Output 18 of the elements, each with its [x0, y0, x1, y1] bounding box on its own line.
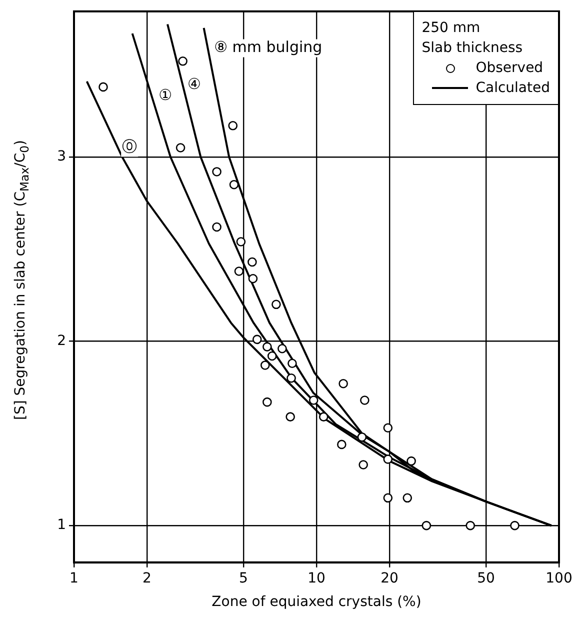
- legend-label: Calculated: [476, 79, 550, 98]
- legend-title: 250 mm Slab thickness: [422, 19, 524, 58]
- y-tick-label: 1: [57, 517, 66, 534]
- x-tick-label: 20: [380, 570, 398, 586]
- x-tick-label: 1: [70, 570, 78, 586]
- x-tick-label: 2: [142, 570, 152, 586]
- x-tick-label: 5: [239, 570, 248, 586]
- y-tick-label: 3: [57, 148, 66, 165]
- y-tick-label: 2: [57, 332, 66, 349]
- annotation: ⓪: [122, 138, 138, 156]
- x-tick-label: 50: [477, 570, 495, 586]
- x-axis-title: Zone of equiaxed crystals (%): [212, 594, 422, 610]
- legend-label: Observed: [476, 59, 544, 78]
- x-tick-label: 10: [308, 570, 326, 586]
- x-tick-label: 100: [546, 570, 572, 586]
- annotation: ⑧ mm bulging: [214, 38, 322, 56]
- annotation: ④: [188, 75, 202, 94]
- annotation: ①: [158, 86, 172, 104]
